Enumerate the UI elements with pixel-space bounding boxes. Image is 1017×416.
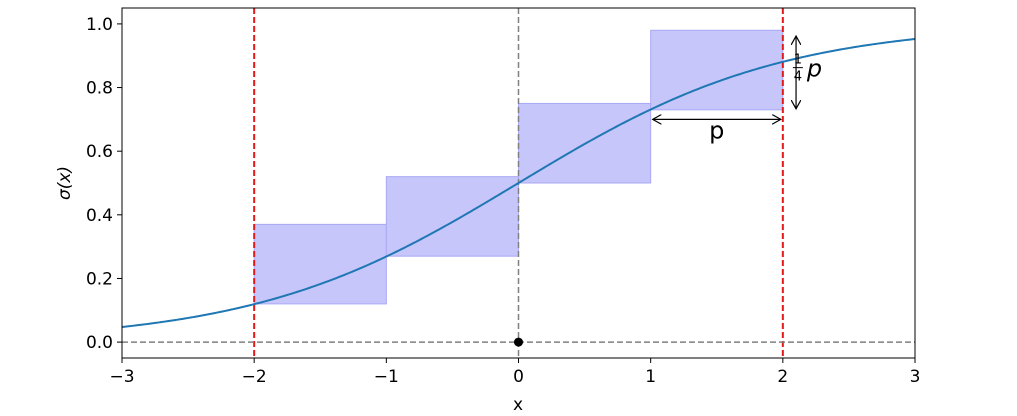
points-layer: [514, 337, 523, 347]
fraction-denominator: 4: [794, 70, 802, 85]
y-axis-title: σ(x): [55, 166, 75, 200]
axes-layer: −3 −2 −1 0 1 2 3 0.0 0.2 0.4 0.6 0.8 1.0: [86, 7, 921, 387]
x-tick-label: 3: [910, 367, 921, 387]
sigmoid-line: [121, 38, 916, 328]
x-tick-label: −3: [109, 367, 134, 387]
y-tick-label: 1.0: [86, 15, 113, 35]
y-tick-label: 0.8: [86, 79, 113, 99]
shaded-rect-1: [253, 223, 387, 305]
x-axis-title: x: [513, 395, 523, 415]
y-tick-label: 0.4: [86, 206, 113, 226]
x-tick-label: 0: [513, 367, 524, 387]
annotations-layer: p14 p: [653, 36, 822, 144]
x-tick-label: −2: [242, 367, 267, 387]
width-arrow-label: p: [709, 116, 724, 144]
fraction-variable: p: [806, 55, 822, 83]
x-tick-label: 2: [777, 367, 788, 387]
origin-point: [514, 337, 523, 347]
series-layer: [121, 38, 916, 328]
y-tick-label: 0.2: [86, 269, 113, 289]
x-tick-label: 1: [645, 367, 656, 387]
shaded-rect-2: [385, 176, 520, 257]
fraction-numerator: 1: [794, 53, 802, 68]
y-tick-label: 0.6: [86, 142, 113, 162]
x-tick-label: −1: [374, 367, 399, 387]
y-tick-label: 0.0: [86, 333, 113, 353]
shaded-rect-4: [650, 29, 784, 111]
